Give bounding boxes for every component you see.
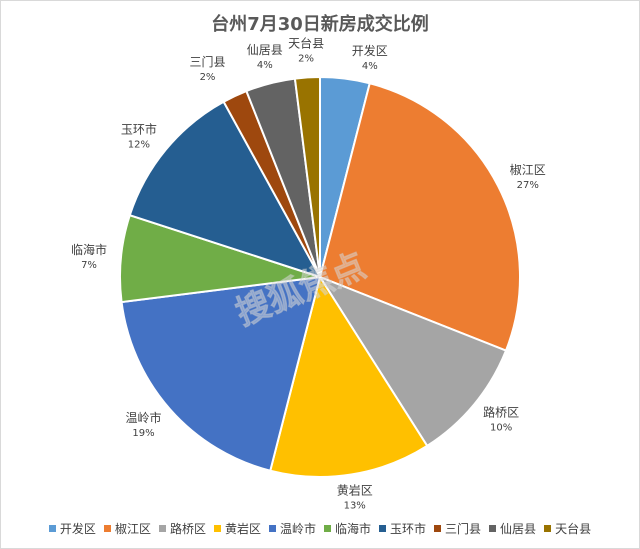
slice-label-value-2: 27% xyxy=(517,180,539,191)
pie-slice-4 xyxy=(269,274,429,478)
legend-item-3: 路桥区 xyxy=(158,520,206,537)
slice-label-value-6: 7% xyxy=(81,260,97,271)
legend-swatch-3 xyxy=(158,525,166,532)
slice-label-name-7: 玉环市 xyxy=(121,122,157,137)
legend-swatch-10 xyxy=(544,525,552,532)
legend-item-6: 临海市 xyxy=(324,520,371,537)
legend-label-9: 仙居县 xyxy=(500,522,537,536)
chart-title: 台州7月30日新房成交比例 xyxy=(211,14,429,35)
legend-label-7: 玉环市 xyxy=(390,522,427,536)
slice-label-name-5: 温岭市 xyxy=(125,410,161,425)
slice-label-name-9: 仙居县 xyxy=(247,43,283,57)
slice-label-name-1: 开发区 xyxy=(352,43,388,58)
chart-legend: 开发区 椒江区 路桥区 黄岩区 温岭市 临海市 玉环市 三门县 仙居县 天台县 xyxy=(0,520,640,537)
slice-label-value-3: 10% xyxy=(490,423,512,434)
legend-label-4: 黄岩区 xyxy=(224,522,261,536)
legend-swatch-1 xyxy=(48,525,56,532)
slice-label-value-9: 4% xyxy=(257,60,273,71)
legend-item-10: 天台县 xyxy=(544,520,591,537)
slice-label-name-6: 临海市 xyxy=(71,242,107,257)
pie-slice-2 xyxy=(318,82,521,352)
legend-swatch-7 xyxy=(379,525,387,532)
pie-slice-3 xyxy=(317,274,508,448)
pie-slice-5 xyxy=(120,275,322,472)
legend-swatch-4 xyxy=(213,525,221,532)
slice-label-name-10: 天台县 xyxy=(288,35,324,50)
legend-item-4: 黄岩区 xyxy=(213,520,261,537)
slice-label-value-5: 19% xyxy=(132,428,154,439)
slice-label-name-2: 椒江区 xyxy=(510,163,546,177)
legend-item-5: 温岭市 xyxy=(268,520,316,537)
legend-label-6: 临海市 xyxy=(335,522,372,536)
slice-label-value-10: 2% xyxy=(298,53,314,64)
slice-label-name-8: 三门县 xyxy=(189,54,225,69)
slice-label-value-1: 4% xyxy=(362,61,378,72)
slice-label-value-7: 12% xyxy=(128,140,150,151)
legend-swatch-6 xyxy=(324,525,331,532)
pie-slice-10 xyxy=(293,75,321,278)
slice-label-name-4: 黄岩区 xyxy=(337,482,373,497)
legend-item-9: 仙居县 xyxy=(489,520,536,537)
legend-label-5: 温岭市 xyxy=(279,522,316,536)
legend-label-8: 三门县 xyxy=(445,522,482,536)
legend-item-7: 玉环市 xyxy=(379,520,426,537)
legend-swatch-2 xyxy=(103,525,111,532)
pie-slice-7 xyxy=(128,100,323,279)
legend-label-1: 开发区 xyxy=(59,522,96,536)
legend-item-8: 三门县 xyxy=(434,520,481,537)
slice-label-value-4: 13% xyxy=(344,500,366,511)
legend-item-1: 开发区 xyxy=(48,520,96,537)
legend-swatch-9 xyxy=(489,525,497,532)
slice-label-name-3: 路桥区 xyxy=(483,405,519,420)
legend-label-10: 天台县 xyxy=(555,522,592,536)
slice-label-value-8: 2% xyxy=(200,72,216,83)
legend-swatch-8 xyxy=(434,525,442,532)
legend-label-2: 椒江区 xyxy=(114,522,151,536)
legend-item-2: 椒江区 xyxy=(103,520,151,537)
legend-swatch-5 xyxy=(268,525,276,532)
legend-label-3: 路桥区 xyxy=(169,522,206,536)
